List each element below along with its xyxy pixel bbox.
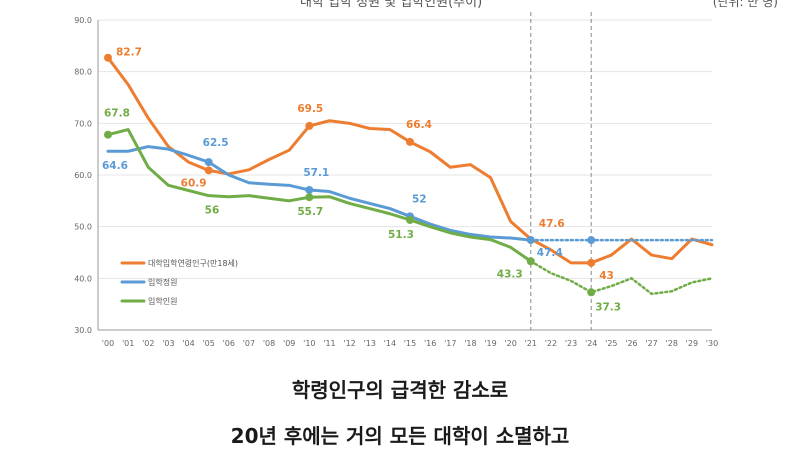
x-tick-label: '27 [645,339,657,348]
x-tick-label: '22 [545,339,557,348]
y-tick-label: 70.0 [74,119,92,128]
x-tick-label: '03 [162,339,174,348]
x-tick-label: '05 [202,339,214,348]
x-tick-label: '29 [686,339,698,348]
y-tick-label: 50.0 [74,223,92,232]
data-label: 69.5 [297,103,323,115]
data-point-marker [526,257,535,266]
x-tick-label: '01 [122,339,134,348]
data-point-marker [406,215,414,224]
data-point-marker [104,130,112,139]
data-point-marker [587,236,596,245]
legend-label: 입학인원 [148,296,177,306]
data-point-marker [204,158,213,167]
x-tick-label: '10 [303,339,315,348]
series-markers [104,53,596,297]
data-point-marker [204,166,213,175]
data-label: 57.1 [303,167,329,179]
data-label: 47.4 [537,247,563,259]
x-tick-label: '13 [364,339,376,348]
data-point-marker [587,258,596,267]
x-tick-label: '18 [464,339,476,348]
caption-line-2: 20년 후에는 거의 모든 대학이 소멸하고 [230,424,570,448]
x-tick-label: '09 [283,339,295,348]
unit-label: (단위: 만 명) [712,0,778,9]
x-tick-label: '04 [182,339,194,348]
x-tick-label: '17 [444,339,456,348]
x-tick-label: '11 [323,339,335,348]
x-tick-label: '06 [223,339,235,348]
series-line-2 [106,128,533,263]
line-chart: 30.040.050.060.070.080.090.0 '00'01'02'0… [74,12,718,348]
data-label: 55.7 [297,206,323,218]
chart-title: 대학 입학 정원 및 입학인원(추이) [300,0,483,10]
data-point-marker [406,137,414,146]
data-label: 51.3 [388,229,414,241]
data-label: 64.6 [102,160,128,172]
series-line-1 [106,145,533,242]
data-label: 52 [412,193,427,205]
data-label: 62.5 [203,137,229,149]
y-tick-label: 40.0 [74,274,92,283]
data-label: 66.4 [406,119,432,131]
x-axis: '00 '01 '02 '03 '04 '05 '06 '07 '08 '09 '10 '11 '12 '… [102,339,718,348]
y-tick-label: 90.0 [74,16,92,25]
x-tick-label: '14 [384,339,396,348]
y-axis: 30.0 40.0 50.0 60.0 70.0 80.0 90.0 [74,16,99,335]
x-tick-label: '19 [484,339,496,348]
data-point-marker [104,53,112,62]
x-tick-label: '20 [504,339,516,348]
data-labels: 82.7 60.9 69.5 66.4 47.6 43 64.6 62.5 57.1 52 47.4… [102,47,621,314]
legend-label: 대학입학연령인구(만18세) [148,258,238,268]
x-tick-label: '21 [525,339,537,348]
x-tick-label: '15 [404,339,416,348]
data-label: 43 [599,270,614,282]
x-tick-label: '02 [142,339,154,348]
data-label: 67.8 [104,108,130,120]
data-point-marker [587,288,596,297]
data-label: 47.6 [539,218,565,230]
x-tick-label: '00 [102,339,114,348]
data-label: 82.7 [116,47,142,59]
data-label: 60.9 [181,177,207,189]
x-tick-label: '24 [585,339,597,348]
series-projection-2 [529,260,714,296]
x-tick-label: '30 [706,339,718,348]
y-tick-label: 80.0 [74,68,92,77]
data-label: 37.3 [595,301,621,313]
x-tick-label: '26 [625,339,637,348]
data-point-marker [305,193,314,202]
legend-label: 입학정원 [148,277,177,287]
x-tick-label: '12 [343,339,355,348]
gridlines [98,19,712,331]
y-tick-label: 30.0 [74,326,92,335]
x-tick-label: '07 [243,339,255,348]
caption-line-1: 학령인구의 급격한 감소로 [291,378,509,402]
data-label: 43.3 [497,268,523,280]
projection-vertical-lines [530,12,592,330]
x-tick-label: '08 [263,339,275,348]
x-tick-label: '25 [605,339,617,348]
x-tick-label: '16 [424,339,436,348]
x-tick-label: '23 [565,339,577,348]
data-label: 56 [205,205,220,217]
y-tick-label: 60.0 [74,171,92,180]
data-point-marker [305,121,314,130]
data-point-marker [526,236,535,245]
data-point-marker [305,185,314,194]
x-tick-label: '28 [666,339,678,348]
